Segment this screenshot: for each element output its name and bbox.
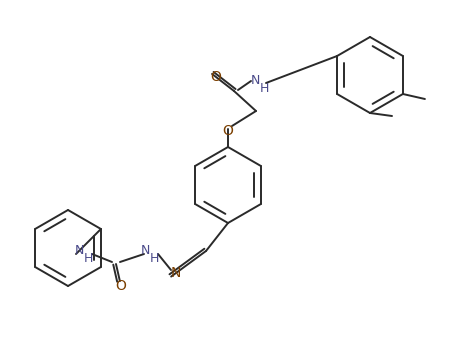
Text: N: N bbox=[171, 266, 181, 280]
Text: O: O bbox=[222, 124, 233, 138]
Text: N: N bbox=[250, 73, 259, 86]
Text: O: O bbox=[210, 70, 221, 84]
Text: H: H bbox=[83, 252, 92, 265]
Text: H: H bbox=[259, 82, 268, 95]
Text: H: H bbox=[149, 252, 158, 265]
Text: O: O bbox=[115, 279, 126, 293]
Text: N: N bbox=[74, 245, 84, 258]
Text: N: N bbox=[140, 245, 149, 258]
